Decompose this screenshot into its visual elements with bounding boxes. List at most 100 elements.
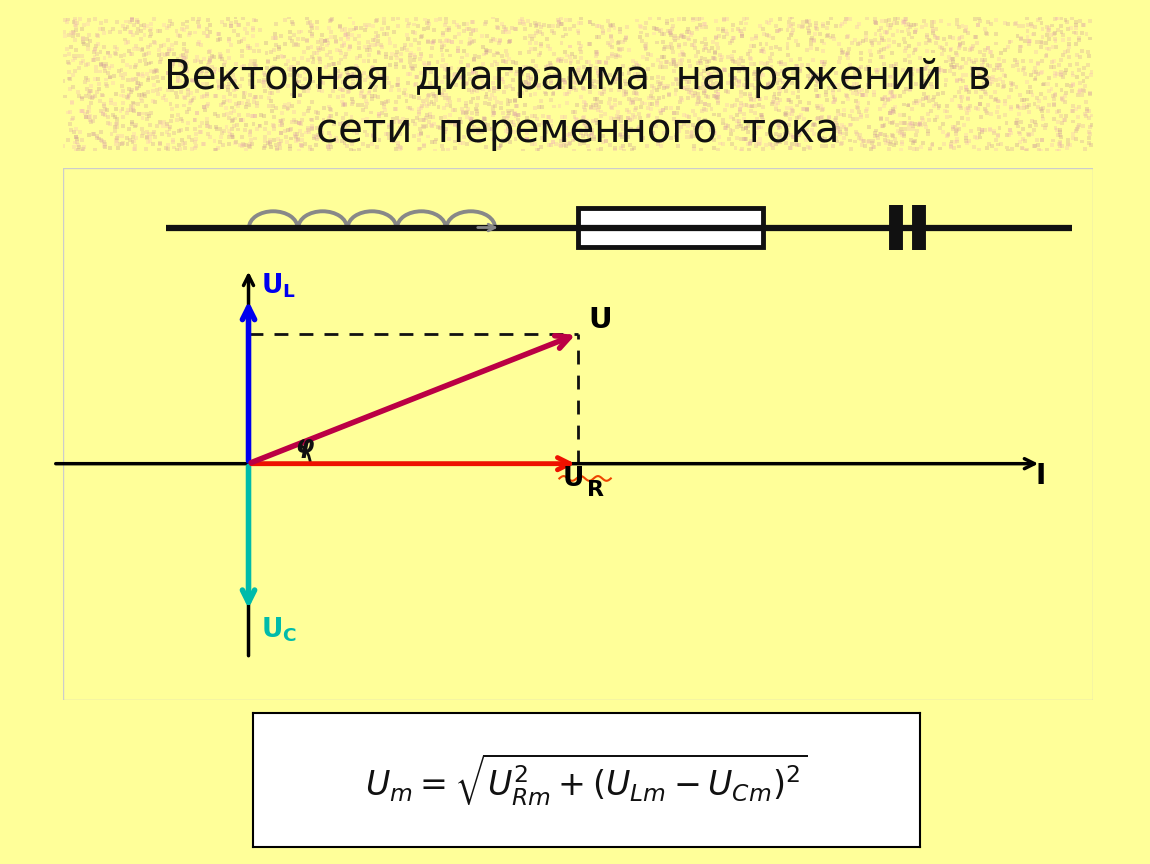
Point: [826, 93, 844, 107]
Point: [1026, 115, 1044, 129]
Point: [581, 85, 599, 98]
Point: [520, 77, 538, 91]
Point: [589, 64, 607, 78]
Point: [1020, 80, 1038, 94]
Point: [81, 110, 99, 124]
Point: [136, 29, 154, 42]
Point: [926, 113, 944, 127]
Point: [754, 22, 773, 35]
Point: [172, 133, 191, 147]
Point: [1064, 98, 1082, 112]
Point: [484, 32, 503, 46]
Point: [264, 43, 283, 57]
Point: [344, 77, 362, 91]
Point: [558, 86, 576, 100]
Point: [81, 86, 99, 99]
Point: [873, 119, 891, 133]
Point: [963, 54, 981, 68]
Point: [466, 49, 484, 63]
Point: [616, 117, 635, 130]
Point: [271, 134, 290, 148]
Point: [706, 52, 724, 66]
Point: [244, 29, 262, 43]
Point: [980, 71, 998, 85]
Point: [160, 128, 178, 142]
Point: [168, 113, 186, 127]
Point: [871, 127, 889, 141]
Point: [1078, 71, 1096, 85]
Point: [1007, 113, 1026, 127]
Point: [565, 19, 583, 33]
Point: [94, 135, 113, 149]
Point: [428, 55, 446, 69]
Point: [966, 30, 984, 44]
Point: [654, 79, 673, 92]
Point: [276, 124, 294, 138]
Point: [337, 107, 355, 121]
Point: [884, 59, 903, 73]
Point: [64, 140, 83, 154]
Point: [465, 53, 483, 67]
Point: [684, 39, 703, 53]
Point: [850, 105, 868, 118]
Point: [246, 58, 264, 72]
Point: [519, 72, 537, 86]
Point: [106, 47, 124, 60]
Point: [63, 80, 82, 94]
Point: [206, 135, 224, 149]
Point: [409, 103, 428, 117]
Point: [944, 31, 963, 45]
Point: [547, 137, 566, 151]
Point: [186, 136, 205, 149]
Point: [506, 131, 524, 145]
Point: [672, 92, 690, 105]
Point: [957, 134, 975, 148]
Point: [289, 133, 307, 147]
Point: [666, 29, 684, 42]
Point: [282, 60, 300, 74]
Point: [583, 127, 601, 141]
Point: [199, 58, 217, 72]
Point: [304, 22, 322, 35]
Point: [114, 72, 132, 86]
Point: [243, 137, 261, 151]
Point: [923, 138, 942, 152]
Point: [381, 58, 399, 72]
Point: [890, 90, 908, 104]
Point: [505, 115, 523, 129]
Point: [299, 104, 317, 118]
Point: [707, 14, 726, 28]
Point: [1033, 16, 1051, 30]
Point: [388, 48, 406, 62]
Point: [1035, 77, 1053, 91]
Point: [748, 70, 766, 84]
Point: [989, 94, 1007, 108]
Point: [989, 129, 1007, 143]
Point: [792, 59, 811, 73]
Point: [549, 81, 567, 95]
Point: [262, 94, 281, 108]
Point: [880, 142, 898, 156]
Point: [1043, 134, 1061, 148]
Point: [527, 67, 545, 81]
Point: [948, 59, 966, 73]
Point: [782, 10, 800, 24]
Point: [271, 29, 290, 43]
Point: [837, 11, 856, 25]
Point: [288, 73, 306, 87]
Point: [506, 107, 524, 121]
Point: [463, 65, 482, 79]
Point: [835, 68, 853, 82]
Point: [620, 92, 638, 105]
Point: [1029, 143, 1048, 157]
Point: [240, 124, 259, 138]
Point: [611, 43, 629, 57]
Point: [658, 55, 676, 69]
Point: [377, 127, 396, 141]
Point: [475, 118, 493, 132]
Point: [950, 32, 968, 46]
Point: [735, 132, 753, 146]
Point: [82, 96, 100, 110]
Point: [718, 12, 736, 26]
Point: [657, 60, 675, 74]
